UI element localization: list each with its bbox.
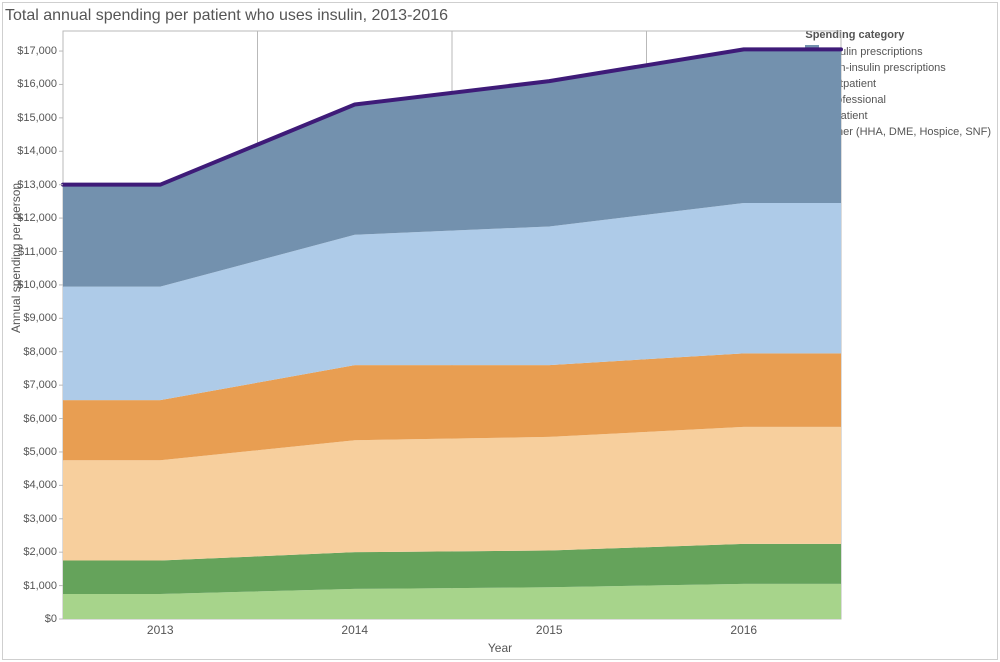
legend-label: Non-insulin prescriptions: [825, 62, 945, 74]
x-tick-label: 2013: [147, 623, 174, 637]
y-tick-label: $2,000: [17, 546, 57, 558]
stacked-area-chart: [63, 31, 841, 619]
y-tick-label: $15,000: [17, 112, 57, 124]
y-tick-label: $0: [17, 613, 57, 625]
y-axis-title: Annual spending per person: [9, 183, 23, 333]
y-tick-label: $13,000: [17, 179, 57, 191]
x-tick-label: 2014: [341, 623, 368, 637]
y-tick-label: $9,000: [17, 312, 57, 324]
y-tick-label: $14,000: [17, 145, 57, 157]
y-tick-label: $10,000: [17, 279, 57, 291]
y-tick-label: $4,000: [17, 479, 57, 491]
y-tick-label: $7,000: [17, 379, 57, 391]
y-tick-label: $17,000: [17, 45, 57, 57]
y-tick-label: $3,000: [17, 513, 57, 525]
y-tick-label: $8,000: [17, 346, 57, 358]
chart-title: Total annual spending per patient who us…: [5, 7, 448, 25]
legend-label: Other (HHA, DME, Hospice, SNF): [825, 126, 991, 138]
y-tick-label: $5,000: [17, 446, 57, 458]
y-tick-label: $12,000: [17, 212, 57, 224]
y-tick-label: $11,000: [17, 246, 57, 258]
y-tick-label: $6,000: [17, 413, 57, 425]
x-axis-title: Year: [3, 641, 997, 655]
chart-frame: Total annual spending per patient who us…: [2, 2, 998, 660]
y-tick-label: $16,000: [17, 78, 57, 90]
y-tick-label: $1,000: [17, 580, 57, 592]
x-tick-label: 2016: [730, 623, 757, 637]
x-tick-label: 2015: [536, 623, 563, 637]
